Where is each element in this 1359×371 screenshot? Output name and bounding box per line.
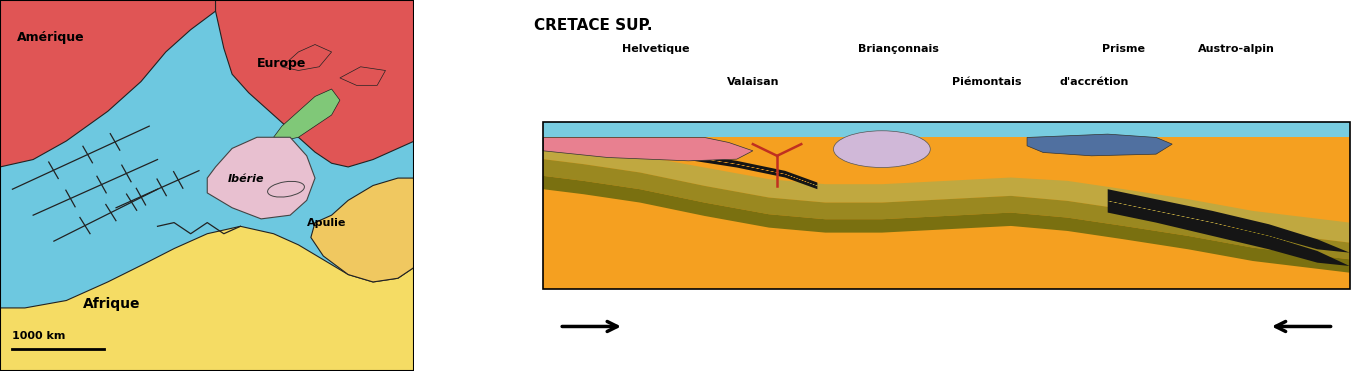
Text: CRETACE SUP.: CRETACE SUP. [534,18,652,33]
Polygon shape [0,0,216,167]
Polygon shape [0,0,414,371]
Polygon shape [216,0,414,167]
Text: Ibérie: Ibérie [228,174,265,184]
Text: Afrique: Afrique [83,297,140,311]
Polygon shape [207,137,315,219]
Text: Helvetique: Helvetique [622,44,690,54]
Text: Prisme: Prisme [1102,44,1146,54]
Text: Austro-alpin: Austro-alpin [1199,44,1275,54]
Ellipse shape [833,131,931,168]
Polygon shape [340,67,386,85]
Polygon shape [544,141,817,189]
Polygon shape [421,0,1359,371]
Text: Valaisan: Valaisan [727,77,779,87]
Text: Briançonnais: Briançonnais [858,44,939,54]
Text: d'accrétion: d'accrétion [1059,77,1129,87]
Text: Apulie: Apulie [307,218,347,228]
Polygon shape [544,159,1349,259]
Text: Piémontais: Piémontais [951,77,1022,87]
Polygon shape [0,226,414,371]
Polygon shape [281,45,332,70]
Text: Amérique: Amérique [16,31,84,44]
Polygon shape [544,122,1349,137]
Polygon shape [273,89,340,141]
Polygon shape [544,122,1349,289]
Text: 1000 km: 1000 km [12,331,65,341]
Polygon shape [1027,134,1173,156]
Polygon shape [311,178,414,282]
Polygon shape [544,176,1349,273]
Polygon shape [1108,189,1349,266]
Text: Europe: Europe [257,57,306,70]
Polygon shape [544,142,1349,243]
Polygon shape [544,137,753,161]
